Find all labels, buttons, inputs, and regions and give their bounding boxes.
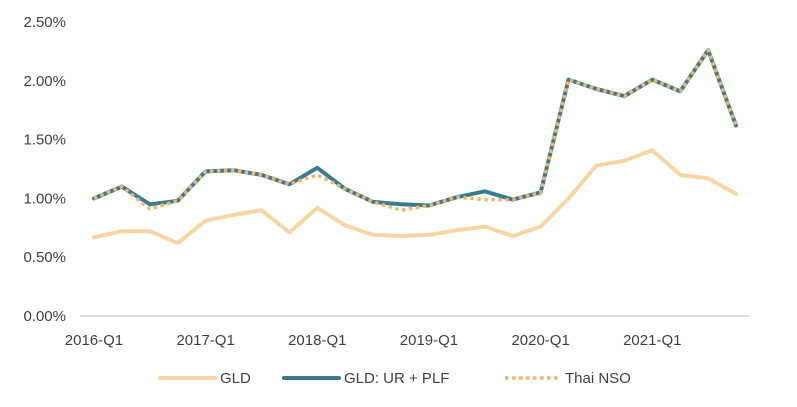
x-tick-label: 2021-Q1 (623, 332, 681, 349)
y-tick-label: 1.00% (23, 190, 66, 207)
legend-label: GLD (220, 370, 251, 387)
y-tick-label: 2.50% (23, 14, 66, 31)
x-tick-label: 2017-Q1 (176, 332, 234, 349)
y-tick-label: 0.00% (23, 308, 66, 325)
x-tick-label: 2018-Q1 (288, 332, 346, 349)
y-axis-tick-labels: 0.00% 0.50% 1.00% 1.50% 2.00% 2.50% (23, 14, 66, 325)
y-tick-label: 1.50% (23, 132, 66, 149)
x-tick-label: 2016-Q1 (65, 332, 123, 349)
series-line-gld (92, 148, 738, 246)
legend: GLD GLD: UR + PLF Thai NSO (158, 370, 631, 387)
x-tick-label: 2019-Q1 (400, 332, 458, 349)
y-tick-label: 0.50% (23, 249, 66, 266)
y-tick-label: 2.00% (23, 73, 66, 90)
legend-label: Thai NSO (565, 370, 631, 387)
legend-label: GLD: UR + PLF (344, 370, 449, 387)
x-axis-tick-labels: 2016-Q1 2017-Q1 2018-Q1 2019-Q1 2020-Q1 2021-… (65, 332, 682, 349)
x-tick-label: 2020-Q1 (511, 332, 569, 349)
series-lines (92, 48, 738, 246)
series-line-thai-nso (93, 48, 738, 212)
series-line-gld-ur-plf (92, 48, 738, 208)
